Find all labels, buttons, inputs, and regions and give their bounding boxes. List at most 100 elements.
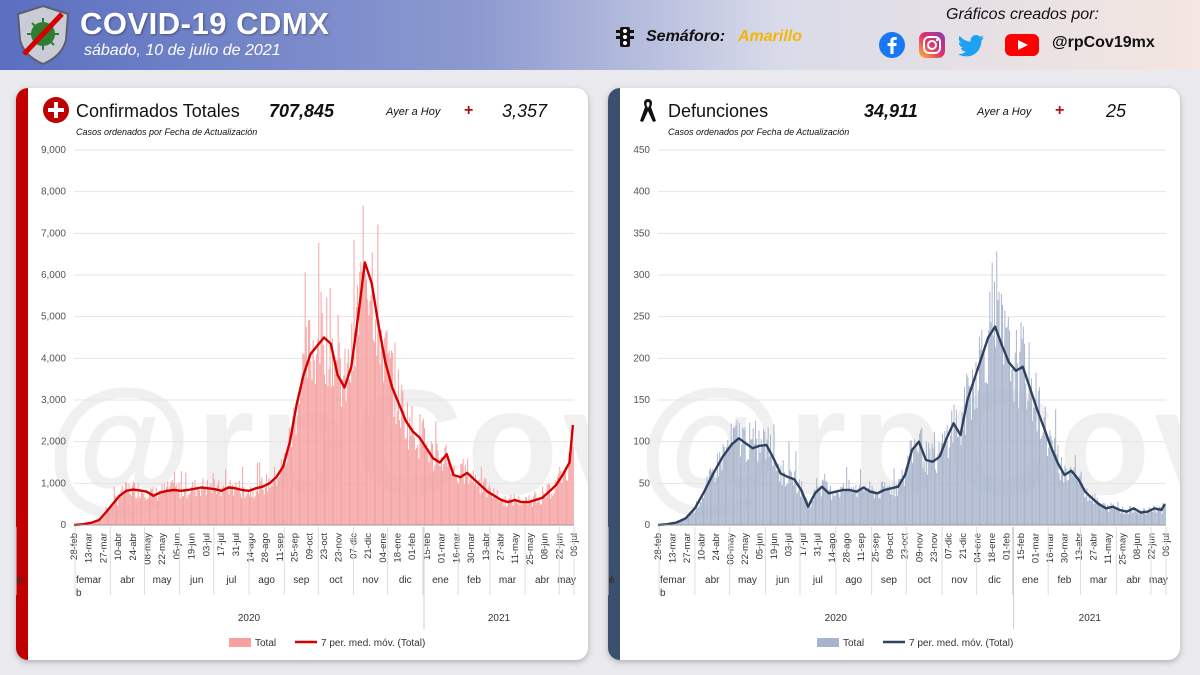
daily-bar — [220, 496, 222, 525]
daily-bar — [1048, 447, 1050, 525]
daily-bar — [692, 507, 694, 525]
facebook-icon[interactable] — [878, 31, 906, 59]
daily-bar — [1028, 342, 1030, 525]
x-tick-label: 13-abr — [481, 533, 492, 560]
daily-bar — [809, 504, 811, 525]
daily-bar — [174, 471, 175, 525]
daily-bar — [987, 384, 989, 525]
x-tick-label: 03-jul — [201, 533, 212, 556]
daily-bar — [569, 450, 571, 525]
daily-bar — [729, 446, 731, 525]
daily-bar — [938, 442, 940, 525]
defunciones-panel: @rpCov19mx Defunciones 34,911 Ayer a Hoy… — [608, 88, 1180, 660]
daily-bar — [512, 505, 514, 525]
daily-bar — [418, 458, 420, 525]
daily-bar — [480, 466, 482, 525]
x-tick-label: 18-ene — [987, 533, 998, 563]
daily-bar — [163, 483, 165, 525]
daily-bar — [386, 330, 388, 525]
daily-bar — [374, 342, 375, 525]
daily-bar — [782, 460, 784, 525]
daily-bar — [164, 490, 166, 525]
daily-bar — [271, 486, 273, 525]
daily-bar — [153, 492, 155, 525]
x-tick-label: 27-mar — [98, 533, 109, 563]
daily-bar — [406, 402, 408, 525]
daily-bar — [1147, 511, 1149, 525]
month-label: may — [153, 575, 172, 586]
daily-bar — [514, 500, 516, 525]
daily-bar — [230, 486, 232, 525]
twitter-icon[interactable] — [958, 31, 986, 59]
daily-bar — [1109, 506, 1111, 525]
semaforo-label: Semáforo: — [646, 28, 726, 45]
daily-bar — [394, 342, 396, 525]
x-tick-label: 03-jul — [784, 533, 795, 556]
daily-bar — [795, 451, 797, 525]
daily-bar — [688, 517, 689, 525]
daily-bar — [742, 427, 744, 525]
daily-bar — [224, 487, 225, 525]
daily-bar — [366, 279, 368, 525]
daily-bar — [1153, 505, 1155, 525]
daily-bar — [1012, 368, 1014, 525]
y-tick-label: 0 — [644, 520, 650, 531]
youtube-icon[interactable] — [1004, 31, 1040, 59]
daily-bar — [1138, 514, 1140, 525]
daily-bar — [456, 481, 458, 525]
daily-bar — [353, 239, 355, 525]
daily-bar — [403, 410, 405, 525]
daily-bar — [408, 449, 410, 525]
x-tick-label: 19-jun — [769, 533, 780, 559]
daily-bar — [1025, 383, 1027, 525]
daily-bar — [989, 292, 991, 525]
daily-bar — [789, 469, 791, 525]
daily-bar — [183, 495, 185, 525]
daily-bar — [545, 498, 547, 525]
daily-bar — [253, 498, 255, 525]
daily-bar — [559, 466, 561, 525]
daily-bar — [156, 500, 158, 525]
daily-bar — [1140, 510, 1142, 525]
daily-bar — [753, 443, 755, 525]
daily-bar — [184, 489, 186, 525]
instagram-icon[interactable] — [918, 31, 946, 59]
daily-bar — [754, 420, 756, 525]
daily-bar — [166, 486, 168, 525]
daily-bar — [1104, 504, 1106, 525]
daily-bar — [181, 496, 183, 525]
daily-bar — [185, 472, 187, 525]
daily-bar — [571, 430, 573, 525]
daily-bar — [327, 385, 329, 525]
daily-bar — [959, 435, 961, 525]
x-tick-label: 28-feb — [653, 533, 664, 560]
daily-bar — [1047, 455, 1049, 525]
daily-bar — [961, 412, 963, 525]
daily-bar — [817, 486, 819, 525]
daily-bar — [1071, 472, 1073, 525]
daily-bar — [1134, 511, 1136, 525]
daily-bar — [832, 493, 834, 525]
daily-bar — [1115, 507, 1117, 525]
daily-bar — [709, 468, 711, 525]
daily-bar — [395, 424, 397, 525]
daily-bar — [1018, 408, 1020, 525]
daily-bar — [236, 488, 238, 525]
daily-bar — [879, 498, 881, 525]
ayer-label: Ayer a Hoy — [977, 106, 1032, 118]
daily-bar — [133, 481, 135, 525]
x-tick-label: 23-nov — [334, 533, 345, 562]
daily-bar — [217, 484, 219, 525]
daily-bar — [543, 492, 545, 525]
daily-bar — [1094, 493, 1096, 525]
daily-bar — [858, 485, 860, 525]
daily-bar — [998, 291, 1000, 525]
daily-bar — [504, 496, 506, 525]
daily-bar — [535, 493, 537, 525]
daily-bar — [995, 346, 997, 525]
daily-bar — [155, 487, 157, 525]
daily-bar — [735, 425, 737, 525]
daily-bar — [134, 482, 136, 525]
daily-bar — [720, 459, 722, 525]
daily-bar — [771, 456, 773, 525]
